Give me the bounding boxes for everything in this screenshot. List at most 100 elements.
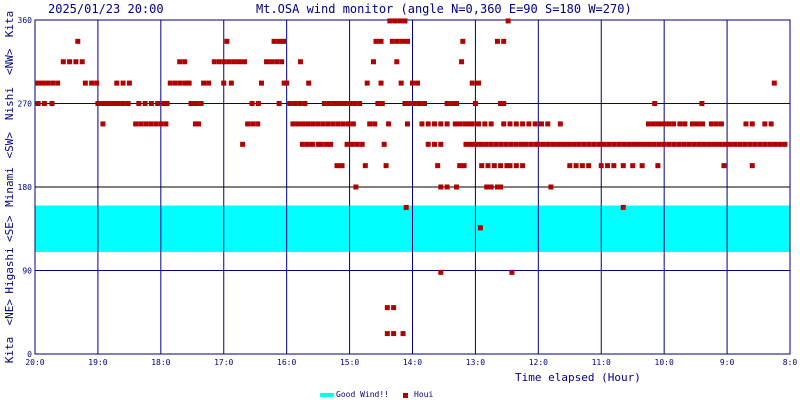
data-point (757, 141, 763, 147)
data-point (206, 80, 212, 86)
data-point (438, 184, 444, 190)
x-tick-label: 17:0 (214, 358, 233, 367)
data-point (182, 59, 188, 65)
data-point (73, 59, 79, 65)
data-point (460, 38, 466, 44)
data-point (397, 18, 403, 24)
data-point (41, 101, 47, 106)
data-point (652, 101, 658, 106)
data-point (50, 80, 56, 86)
data-point (347, 101, 353, 106)
data-point (601, 141, 607, 147)
data-point (67, 59, 73, 65)
data-point (379, 101, 385, 106)
data-point (438, 121, 444, 127)
data-point (571, 141, 577, 147)
data-point (548, 184, 554, 190)
y-direction-label: Minami (3, 167, 16, 207)
data-point (533, 141, 539, 147)
plot-border (34, 19, 791, 355)
data-point (646, 141, 652, 147)
data-point (476, 121, 482, 127)
data-point (611, 141, 617, 147)
data-point (630, 163, 636, 169)
data-point (281, 38, 287, 44)
data-point (344, 141, 350, 147)
data-point (398, 80, 404, 86)
data-point (586, 163, 592, 169)
data-point (255, 121, 261, 127)
data-point (196, 121, 202, 127)
legend-good-label: Good Wind!! (336, 390, 389, 399)
data-point (469, 80, 475, 86)
data-point (501, 121, 507, 127)
data-point (284, 80, 290, 86)
data-point (671, 141, 677, 147)
data-point (297, 101, 303, 106)
data-point (370, 59, 376, 65)
data-point (269, 59, 275, 65)
data-point (476, 80, 482, 86)
data-point (463, 141, 469, 147)
data-point (631, 141, 637, 147)
data-point (373, 38, 379, 44)
y-direction-label: <NE> (3, 299, 16, 326)
data-point (718, 121, 724, 127)
data-point (387, 18, 393, 24)
x-tick-label: 19:0 (88, 358, 107, 367)
data-point (172, 80, 178, 86)
data-point (708, 121, 714, 127)
data-point (737, 141, 743, 147)
y-direction-label: Kita (3, 11, 16, 38)
data-point (89, 80, 95, 86)
data-point (762, 141, 768, 147)
data-point (701, 141, 707, 147)
data-point (354, 141, 360, 147)
data-point (573, 163, 579, 169)
data-point (421, 101, 427, 106)
data-point (771, 80, 777, 86)
data-point (768, 121, 774, 127)
data-point (155, 101, 161, 106)
data-point (504, 163, 510, 169)
data-point (177, 59, 183, 65)
y-tick-label: 90 (22, 267, 32, 276)
data-point (136, 101, 142, 106)
data-point (501, 38, 507, 44)
data-point (339, 163, 345, 169)
data-point (645, 121, 651, 127)
data-point (236, 59, 242, 65)
data-point (520, 163, 526, 169)
data-point (221, 59, 227, 65)
data-point (226, 59, 232, 65)
data-point (362, 163, 368, 169)
data-point (100, 121, 106, 127)
data-point (507, 163, 513, 169)
data-point (550, 141, 556, 147)
data-point (375, 101, 381, 106)
data-point (686, 141, 692, 147)
data-point (167, 80, 173, 86)
data-point (279, 59, 285, 65)
data-point (411, 101, 417, 106)
data-point (372, 121, 378, 127)
datetime-label: 2025/01/23 20:00 (48, 2, 164, 16)
data-point (494, 184, 500, 190)
data-point (95, 101, 101, 106)
data-point (477, 225, 483, 231)
data-point (700, 121, 706, 127)
x-tick-label: 13:0 (466, 358, 485, 367)
data-point (276, 101, 282, 106)
data-point (459, 59, 465, 65)
data-point (682, 121, 688, 127)
data-point (287, 101, 293, 106)
data-point (772, 141, 778, 147)
data-point (114, 80, 120, 86)
data-point (444, 101, 450, 106)
data-point (598, 163, 604, 169)
data-point (472, 101, 478, 106)
data-point (681, 141, 687, 147)
data-point (483, 141, 489, 147)
data-point (494, 38, 500, 44)
data-point (320, 121, 326, 127)
